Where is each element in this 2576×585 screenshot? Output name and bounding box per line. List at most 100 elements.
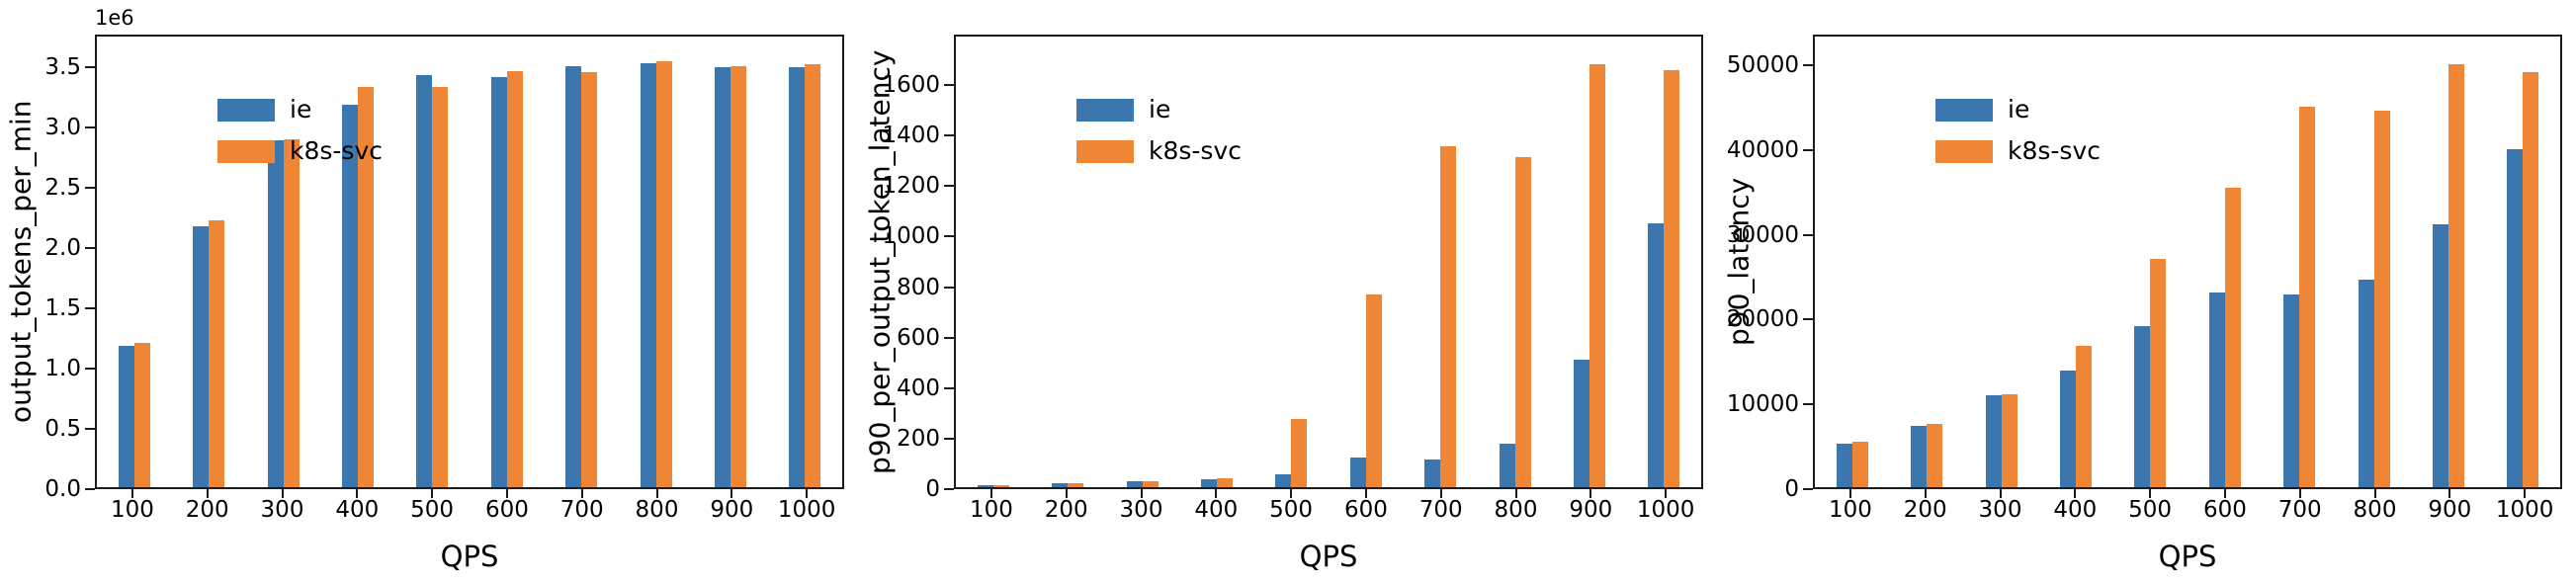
bar-k8s-svc-700	[581, 72, 598, 487]
bar-k8s-svc-1000	[805, 63, 821, 487]
x-tick-mark	[1290, 489, 1293, 498]
legend-label-ie: ie	[290, 95, 312, 124]
legend-label-k8s-svc: k8s-svc	[1149, 136, 1242, 165]
bar-ie-1000	[2507, 149, 2524, 487]
x-axis-label: QPS	[440, 540, 499, 573]
y-tick-mark	[944, 488, 954, 490]
bar-ie-600	[490, 77, 507, 487]
bar-group-800	[2337, 37, 2411, 487]
y-tick-label: 400	[897, 375, 940, 401]
y-tick-mark	[944, 386, 954, 389]
x-tick-mark	[1065, 489, 1068, 498]
bar-k8s-svc-600	[2224, 188, 2241, 487]
legend-entry-ie: ie	[1935, 96, 2101, 124]
bar-k8s-svc-800	[1514, 156, 1531, 487]
y-tick-mark	[944, 84, 954, 87]
x-tick-mark	[281, 489, 284, 498]
x-tick-label: 1000	[777, 497, 836, 523]
x-tick-label: 100	[969, 497, 1013, 523]
bar-ie-800	[2358, 279, 2374, 487]
x-tick-label: 800	[2353, 497, 2397, 523]
y-tick-label: 20000	[1726, 306, 1799, 333]
x-tick-label: 200	[185, 497, 229, 523]
y-tick-label: 1.0	[44, 355, 81, 381]
x-tick-label: 500	[410, 497, 455, 523]
bar-k8s-svc-400	[1216, 477, 1233, 487]
bar-ie-500	[2134, 325, 2151, 487]
y-tick-mark	[85, 125, 95, 128]
plot-area: ie k8s-svc	[954, 35, 1703, 489]
bar-group-1000	[1627, 37, 1701, 487]
y-tick-label: 0.0	[44, 476, 81, 502]
x-tick-label: 100	[110, 497, 154, 523]
x-tick-mark	[2074, 489, 2077, 498]
y-tick-mark	[944, 336, 954, 339]
bar-k8s-svc-500	[2150, 259, 2167, 487]
bar-group-100	[956, 37, 1030, 487]
y-tick-label: 1.5	[44, 294, 81, 321]
legend: ie k8s-svc	[1076, 96, 1242, 165]
y-tick-label: 1000	[882, 223, 940, 250]
x-tick-label: 900	[1569, 497, 1613, 523]
legend-entry-ie: ie	[1076, 96, 1242, 124]
bar-ie-900	[714, 67, 730, 487]
bar-group-800	[1478, 37, 1552, 487]
bars-layer	[97, 37, 842, 487]
bar-k8s-svc-300	[2001, 393, 2018, 487]
legend-swatch-k8s-svc	[1076, 139, 1134, 163]
y-tick-label: 3.5	[44, 53, 81, 80]
bar-group-900	[1552, 37, 1626, 487]
legend-entry-k8s-svc: k8s-svc	[1076, 137, 1242, 165]
plot-area: ie k8s-svc	[95, 35, 844, 489]
y-tick-label: 3.0	[44, 114, 81, 140]
bar-k8s-svc-600	[506, 71, 523, 487]
bar-k8s-svc-800	[2373, 110, 2390, 487]
bar-ie-1000	[789, 67, 806, 487]
x-tick-mark	[806, 489, 809, 498]
y-tick-label: 1200	[882, 173, 940, 200]
bar-ie-800	[1499, 443, 1515, 487]
bar-group-100	[1815, 37, 1889, 487]
bar-k8s-svc-500	[432, 86, 449, 487]
bar-ie-700	[2283, 294, 2300, 487]
x-tick-mark	[2298, 489, 2301, 498]
bar-group-400	[1179, 37, 1253, 487]
bar-k8s-svc-200	[1068, 482, 1084, 487]
x-tick-mark	[1364, 489, 1367, 498]
bar-k8s-svc-600	[1365, 293, 1382, 487]
y-tick-mark	[1803, 63, 1813, 66]
bars-layer	[1815, 37, 2560, 487]
x-tick-label: 300	[1119, 497, 1163, 523]
legend-swatch-k8s-svc	[1935, 139, 1993, 163]
bar-group-900	[693, 37, 767, 487]
bar-ie-800	[640, 62, 656, 487]
legend: ie k8s-svc	[217, 96, 383, 165]
y-tick-mark	[944, 185, 954, 188]
y-tick-label: 0	[925, 476, 940, 502]
x-tick-mark	[730, 489, 733, 498]
bar-group-200	[1889, 37, 1963, 487]
x-tick-mark	[1848, 489, 1851, 498]
y-tick-label: 50000	[1726, 51, 1799, 78]
y-tick-label: 1400	[882, 123, 940, 149]
y-tick-label: 0.5	[44, 415, 81, 442]
bars-layer	[956, 37, 1701, 487]
x-tick-mark	[130, 489, 133, 498]
bar-group-600	[1329, 37, 1403, 487]
y-tick-mark	[1803, 318, 1813, 321]
chart-p90-per-output-token-latency: p90_per_output_token_latency ie k8s-svc …	[859, 0, 1718, 585]
y-tick-label: 200	[897, 425, 940, 452]
y-axis-label: p90_per_output_token_latency	[863, 49, 897, 474]
x-tick-label: 500	[2128, 497, 2173, 523]
plot-area: ie k8s-svc	[1813, 35, 2562, 489]
bar-k8s-svc-900	[1589, 63, 1605, 487]
y-tick-label: 2.5	[44, 174, 81, 201]
y-tick-mark	[1803, 233, 1813, 236]
bar-k8s-svc-700	[2299, 106, 2316, 487]
bar-k8s-svc-300	[1142, 481, 1159, 487]
x-tick-mark	[580, 489, 583, 498]
y-tick-mark	[944, 134, 954, 137]
bar-group-100	[97, 37, 171, 487]
y-tick-label: 600	[897, 324, 940, 351]
bar-ie-1000	[1648, 222, 1665, 487]
